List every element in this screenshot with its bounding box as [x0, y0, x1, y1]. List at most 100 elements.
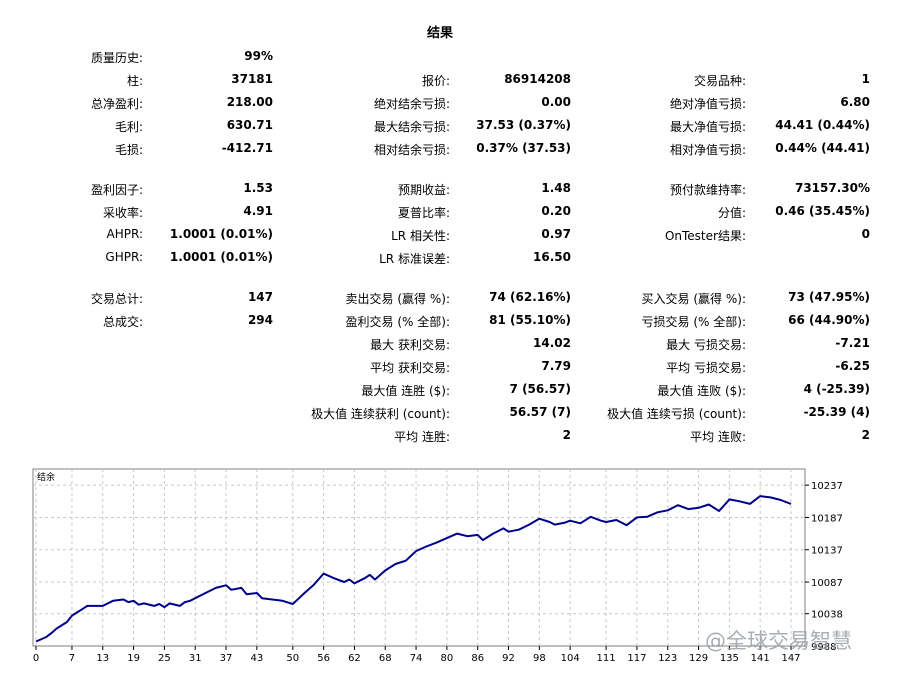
x-tick-label: 141 — [751, 653, 770, 664]
x-tick-label: 147 — [781, 653, 800, 664]
chart-title: 结余 — [37, 471, 55, 483]
stat-value: 1.0001 (0.01%) — [169, 250, 273, 264]
y-tick-label: 10187 — [811, 513, 843, 524]
stat-label: 毛利: — [114, 120, 143, 134]
x-tick-label: 80 — [441, 653, 454, 664]
stat-label: 质量历史: — [90, 51, 143, 65]
stat-value: 7.79 — [541, 359, 571, 373]
stat-label: 相对净值亏损: — [669, 143, 746, 157]
y-tick-label: 10087 — [811, 578, 843, 589]
stat-value: 1 — [861, 72, 870, 86]
stat-label: 报价: — [421, 74, 450, 88]
stat-value: 56.57 (7) — [509, 405, 571, 419]
x-tick-label: 86 — [471, 653, 484, 664]
stat-label: 预付款维持率: — [669, 183, 746, 197]
stat-label: 绝对结余亏损: — [373, 97, 450, 111]
x-tick-label: 50 — [286, 653, 299, 664]
stat-value: 0.37% (37.53) — [476, 141, 571, 155]
balance-line — [35, 495, 792, 643]
stat-label: 交易总计: — [90, 292, 143, 306]
stat-label: 柱: — [126, 74, 143, 88]
stat-label: 极大值 连续获利 (count): — [311, 407, 450, 421]
stat-value: 1.0001 (0.01%) — [169, 227, 273, 241]
stat-label: 极大值 连续亏损 (count): — [607, 407, 746, 421]
stat-value: 66 (44.90%) — [788, 313, 870, 327]
stat-label: 总成交: — [102, 315, 143, 329]
stat-label: 最大净值亏损: — [669, 120, 746, 134]
x-tick-label: 135 — [720, 653, 739, 664]
stat-value: 0.00 — [541, 95, 571, 109]
stat-label: 绝对净值亏损: — [669, 97, 746, 111]
stat-label: 夏普比率: — [397, 206, 450, 220]
stat-label: 最大 亏损交易: — [666, 338, 746, 352]
stat-value: -25.39 (4) — [803, 405, 870, 419]
stat-value: -7.21 — [835, 336, 870, 350]
y-tick-label: 10038 — [811, 610, 843, 621]
stat-label: 最大结余亏损: — [373, 120, 450, 134]
x-tick-label: 62 — [348, 653, 361, 664]
stat-value: 37181 — [231, 72, 273, 86]
stat-label: GHPR: — [105, 250, 143, 264]
stat-value: 0.44% (44.41) — [775, 141, 870, 155]
x-tick-label: 0 — [33, 653, 39, 664]
x-tick-label: 104 — [561, 653, 580, 664]
stat-label: 采收率: — [102, 206, 143, 220]
watermark: @全球交易智慧 — [705, 629, 852, 653]
stat-value: 7 (56.57) — [509, 382, 571, 396]
stat-label: 预期收益: — [397, 183, 450, 197]
stat-value: 0.97 — [541, 227, 571, 241]
stat-value: 294 — [247, 313, 273, 327]
stat-label: 最大值 连败 ($): — [657, 384, 746, 398]
y-tick-label: 9988 — [811, 642, 836, 653]
x-tick-label: 129 — [689, 653, 708, 664]
stat-label: OnTester结果: — [664, 229, 746, 243]
y-tick-label: 10137 — [811, 546, 843, 557]
stat-value: 4 (-25.39) — [803, 382, 870, 396]
stat-value: 73157.30% — [794, 181, 870, 195]
stat-value: 218.00 — [226, 95, 273, 109]
x-tick-label: 43 — [250, 653, 263, 664]
stat-label: 毛损: — [114, 143, 143, 157]
stat-label: 盈利因子: — [90, 183, 143, 197]
stat-label: 交易品种: — [693, 74, 746, 88]
stat-value: 630.71 — [226, 118, 273, 132]
stat-value: 74 (62.16%) — [489, 290, 571, 304]
stat-label: LR 相关性: — [391, 229, 450, 243]
stat-label: 相对结余亏损: — [373, 143, 450, 157]
results-title: 结果 — [426, 26, 453, 41]
stat-value: 86914208 — [504, 72, 571, 86]
stat-label: 卖出交易 (赢得 %): — [345, 292, 450, 306]
stat-label: 平均 连胜: — [394, 430, 450, 444]
x-tick-label: 74 — [410, 653, 423, 664]
x-tick-label: 117 — [627, 653, 646, 664]
stat-label: 亏损交易 (% 全部): — [641, 315, 746, 329]
x-tick-label: 19 — [127, 653, 140, 664]
stat-value: 6.80 — [840, 95, 870, 109]
stat-value: 4.91 — [243, 204, 273, 218]
x-tick-label: 92 — [502, 653, 515, 664]
x-tick-label: 98 — [533, 653, 546, 664]
balance-chart: 0 7 13 19 25 31 37 43 50 56 62 68 74 80 86 92 98 104 111 11… — [32, 468, 843, 664]
x-tick-label: 68 — [379, 653, 392, 664]
stat-label: AHPR: — [106, 227, 143, 241]
x-tick-label: 123 — [658, 653, 677, 664]
stat-value: 2 — [861, 428, 870, 442]
stat-label: 平均 连败: — [690, 430, 746, 444]
stat-value: 14.02 — [533, 336, 571, 350]
stat-label: 分值: — [717, 206, 746, 220]
stat-label: LR 标准误差: — [379, 252, 450, 266]
stat-label: 买入交易 (赢得 %): — [641, 292, 746, 306]
stat-value: 147 — [247, 290, 273, 304]
stat-value: 0.46 (35.45%) — [775, 204, 870, 218]
plot-frame — [32, 468, 806, 647]
stat-label: 最大值 连胜 ($): — [361, 384, 450, 398]
x-tick-label: 56 — [317, 653, 330, 664]
stat-label: 平均 亏损交易: — [666, 361, 746, 375]
stat-value: 0 — [861, 227, 870, 241]
x-tick-label: 13 — [96, 653, 109, 664]
y-tick-label: 10237 — [811, 481, 843, 492]
stat-label: 平均 获利交易: — [370, 361, 450, 375]
x-tick-label: 37 — [220, 653, 233, 664]
stat-label: 最大 获利交易: — [370, 338, 450, 352]
stat-value: 81 (55.10%) — [489, 313, 571, 327]
